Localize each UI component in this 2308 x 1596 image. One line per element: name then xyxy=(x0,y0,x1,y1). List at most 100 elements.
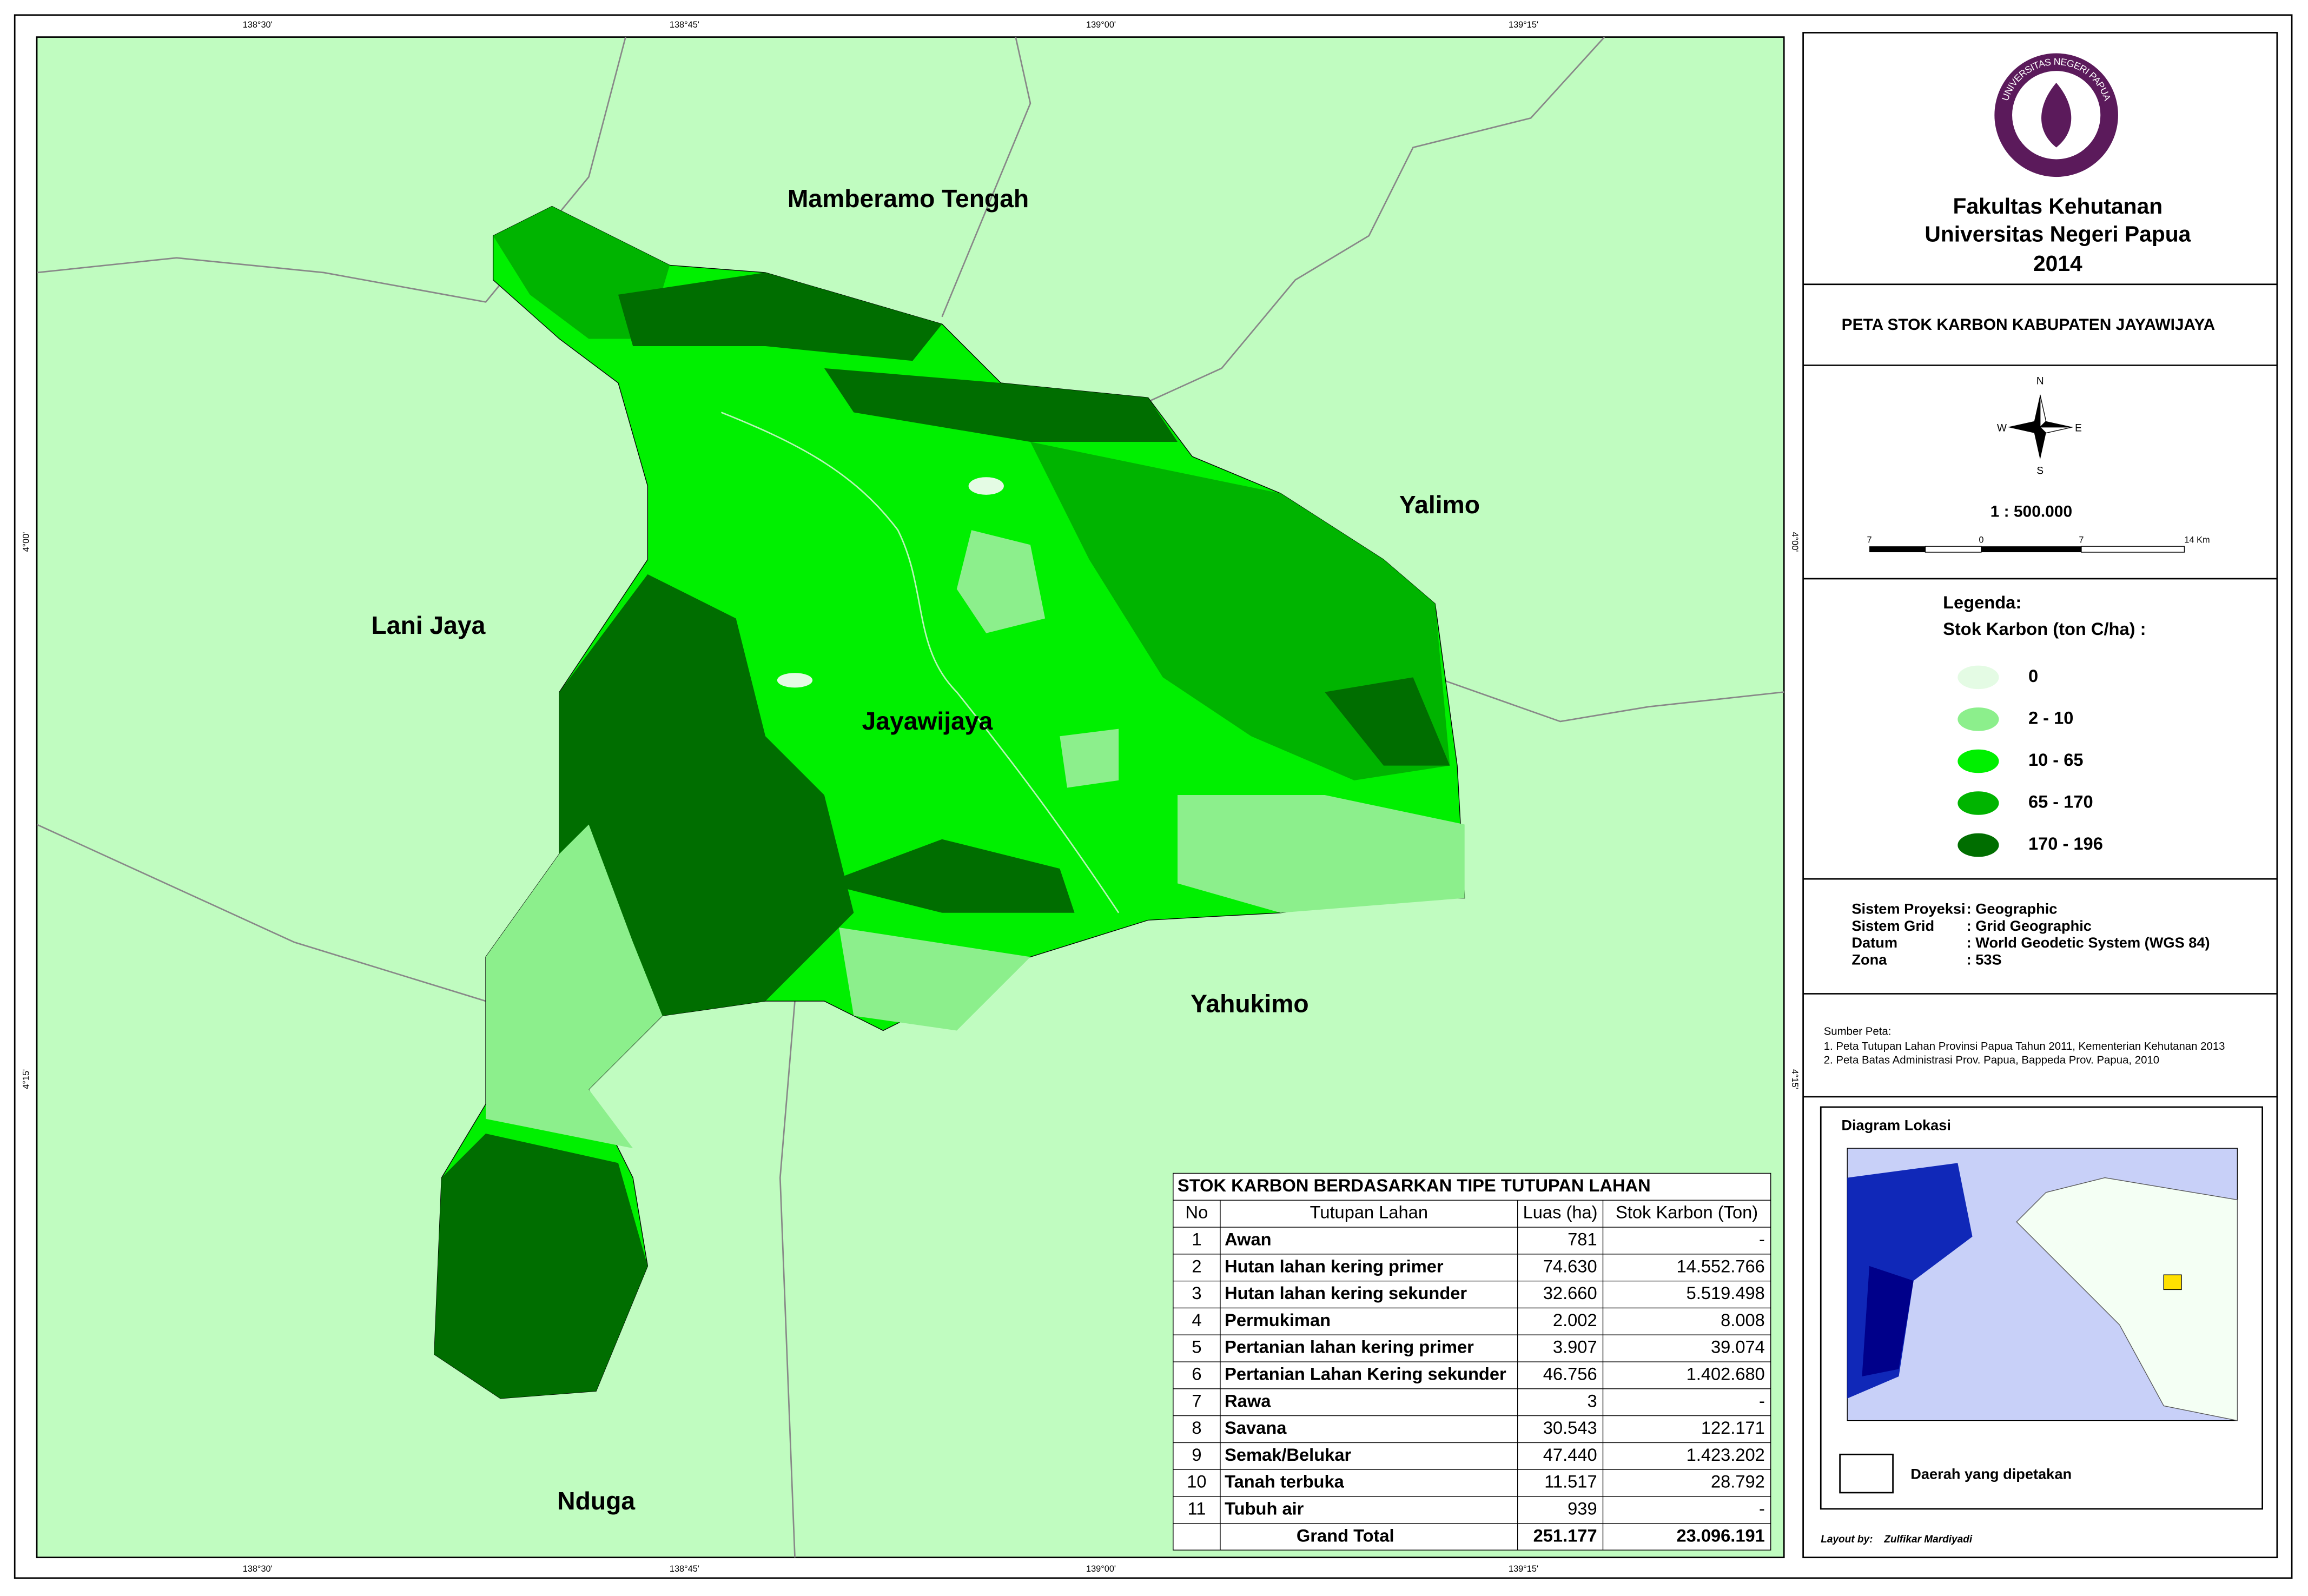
table-cell: 7 xyxy=(1192,1390,1201,1410)
patch xyxy=(559,574,854,1016)
table-cell: - xyxy=(1759,1390,1765,1410)
region-label: Yalimo xyxy=(1399,491,1480,519)
table-cell: Pertanian lahan kering primer xyxy=(1225,1337,1474,1357)
table-cell: 781 xyxy=(1568,1229,1597,1249)
table-cell: 11 xyxy=(1187,1499,1206,1519)
table-cell: 30.543 xyxy=(1543,1418,1597,1438)
table-header: Stok Karbon (Ton) xyxy=(1616,1202,1758,1222)
compass-e: E xyxy=(2075,422,2082,434)
table-cell: 5.519.498 xyxy=(1687,1283,1765,1303)
header-line: 2014 xyxy=(2033,251,2082,276)
table-cell: Permukiman xyxy=(1225,1310,1331,1330)
logo-emblem xyxy=(2041,82,2072,148)
table-cell: Awan xyxy=(1225,1229,1271,1249)
legend-label: 65 - 170 xyxy=(2028,792,2093,812)
legend-swatch xyxy=(1957,749,1999,773)
region-label: Lani Jaya xyxy=(371,611,486,639)
lat-label: 4°00' xyxy=(21,532,31,552)
header-line: Universitas Negeri Papua xyxy=(1925,222,2191,247)
scale-seg xyxy=(1925,546,1982,553)
source-item: 2. Peta Batas Administrasi Prov. Papua, … xyxy=(1824,1055,2159,1067)
patch xyxy=(1325,677,1450,766)
table-cell: 11.517 xyxy=(1544,1472,1597,1492)
patch xyxy=(486,824,663,1149)
patch xyxy=(839,927,1030,1031)
table-cell: 8.008 xyxy=(1721,1310,1765,1330)
scale-text: 1 : 500.000 xyxy=(1990,502,2072,520)
table-cell: 28.792 xyxy=(1711,1472,1765,1492)
table-cell: 74.630 xyxy=(1543,1256,1597,1276)
table-cell: 3 xyxy=(1192,1283,1201,1303)
boundary xyxy=(941,37,1031,317)
table-cell: 39.074 xyxy=(1711,1337,1765,1357)
boundary xyxy=(36,824,486,1002)
scale-bar xyxy=(1869,546,2185,553)
table-cell: Hutan lahan kering primer xyxy=(1225,1256,1444,1276)
table-cell: 1.402.680 xyxy=(1687,1364,1765,1384)
table-cell: Pertanian Lahan Kering sekunder xyxy=(1225,1364,1506,1384)
table-cell: 3 xyxy=(1587,1390,1597,1410)
region-label: Nduga xyxy=(557,1487,636,1515)
patch xyxy=(1178,795,1465,913)
lon-label: 138°30' xyxy=(243,1564,273,1574)
lon-label: 138°45' xyxy=(670,1564,699,1574)
map-title: PETA STOK KARBON KABUPATEN JAYAWIJAYA xyxy=(1842,316,2216,334)
compass-rose xyxy=(2007,394,2073,460)
table-total: 23.096.191 xyxy=(1676,1525,1764,1545)
table-total: 251.177 xyxy=(1533,1525,1597,1545)
table-header: No xyxy=(1186,1202,1208,1222)
scale-label: 7 xyxy=(2079,535,2084,545)
source-item: 1. Peta Tutupan Lahan Provinsi Papua Tah… xyxy=(1824,1041,2225,1052)
table-cell: 2 xyxy=(1192,1256,1201,1276)
lon-label: 138°45' xyxy=(670,20,699,30)
projection-value: : Grid Geographic xyxy=(1967,917,2092,934)
scale-seg xyxy=(2081,546,2185,553)
table-cell: Tubuh air xyxy=(1225,1499,1304,1519)
legend-swatch xyxy=(1957,707,1999,731)
projection-value: : Geographic xyxy=(1967,900,2058,917)
compass-s: S xyxy=(2036,465,2044,476)
compass-star xyxy=(2039,427,2073,434)
region-label: Yahukimo xyxy=(1191,989,1308,1017)
compass-w: W xyxy=(1997,422,2007,434)
compass-star xyxy=(2040,394,2047,428)
carbon-table: STOK KARBON BERDASARKAN TIPE TUTUPAN LAH… xyxy=(1173,1173,1771,1551)
scale-label: 0 xyxy=(1979,535,1983,545)
boundary xyxy=(1434,677,1784,723)
table-cell: 5 xyxy=(1192,1337,1201,1357)
table-cell: - xyxy=(1759,1499,1765,1519)
table-cell: 4 xyxy=(1192,1310,1201,1330)
admin-boundaries xyxy=(36,36,1784,1558)
legend-label: 0 xyxy=(2028,666,2038,686)
lat-label: 4°00' xyxy=(1790,532,1800,552)
locator-highlight xyxy=(2163,1274,2182,1290)
credit-name: Zulfikar Mardiyadi xyxy=(1883,1534,1973,1545)
patch xyxy=(824,839,1075,913)
boundary xyxy=(779,1001,796,1558)
legend-swatch xyxy=(1957,833,1999,857)
table-cell: 2.002 xyxy=(1553,1310,1597,1330)
legend-swatch xyxy=(1957,791,1999,815)
legend-label: 10 - 65 xyxy=(2028,750,2084,770)
locator-land xyxy=(2016,1177,2238,1421)
legend-title: Legenda: xyxy=(1943,592,2021,612)
table-cell: 6 xyxy=(1192,1364,1201,1384)
locator-legend-box xyxy=(1839,1453,1894,1494)
scale-label: 7 xyxy=(1867,535,1872,545)
lon-label: 139°00' xyxy=(1086,20,1116,30)
table-cell: Rawa xyxy=(1225,1390,1271,1410)
table-cell: 10 xyxy=(1187,1472,1206,1492)
table-cell: Hutan lahan kering sekunder xyxy=(1225,1283,1467,1303)
table-cell: 939 xyxy=(1568,1499,1597,1519)
table-cell: Semak/Belukar xyxy=(1225,1445,1351,1465)
patch xyxy=(824,368,1178,442)
table-cell: 122.171 xyxy=(1701,1418,1765,1438)
table-cell: 8 xyxy=(1192,1418,1201,1438)
patch xyxy=(1060,729,1119,788)
credit-label: Layout by: xyxy=(1821,1534,1873,1545)
table-cell: Tanah terbuka xyxy=(1225,1472,1345,1492)
locator-title: Diagram Lokasi xyxy=(1841,1117,1951,1134)
lon-label: 139°15' xyxy=(1509,20,1538,30)
legend-label: 2 - 10 xyxy=(2028,708,2073,728)
